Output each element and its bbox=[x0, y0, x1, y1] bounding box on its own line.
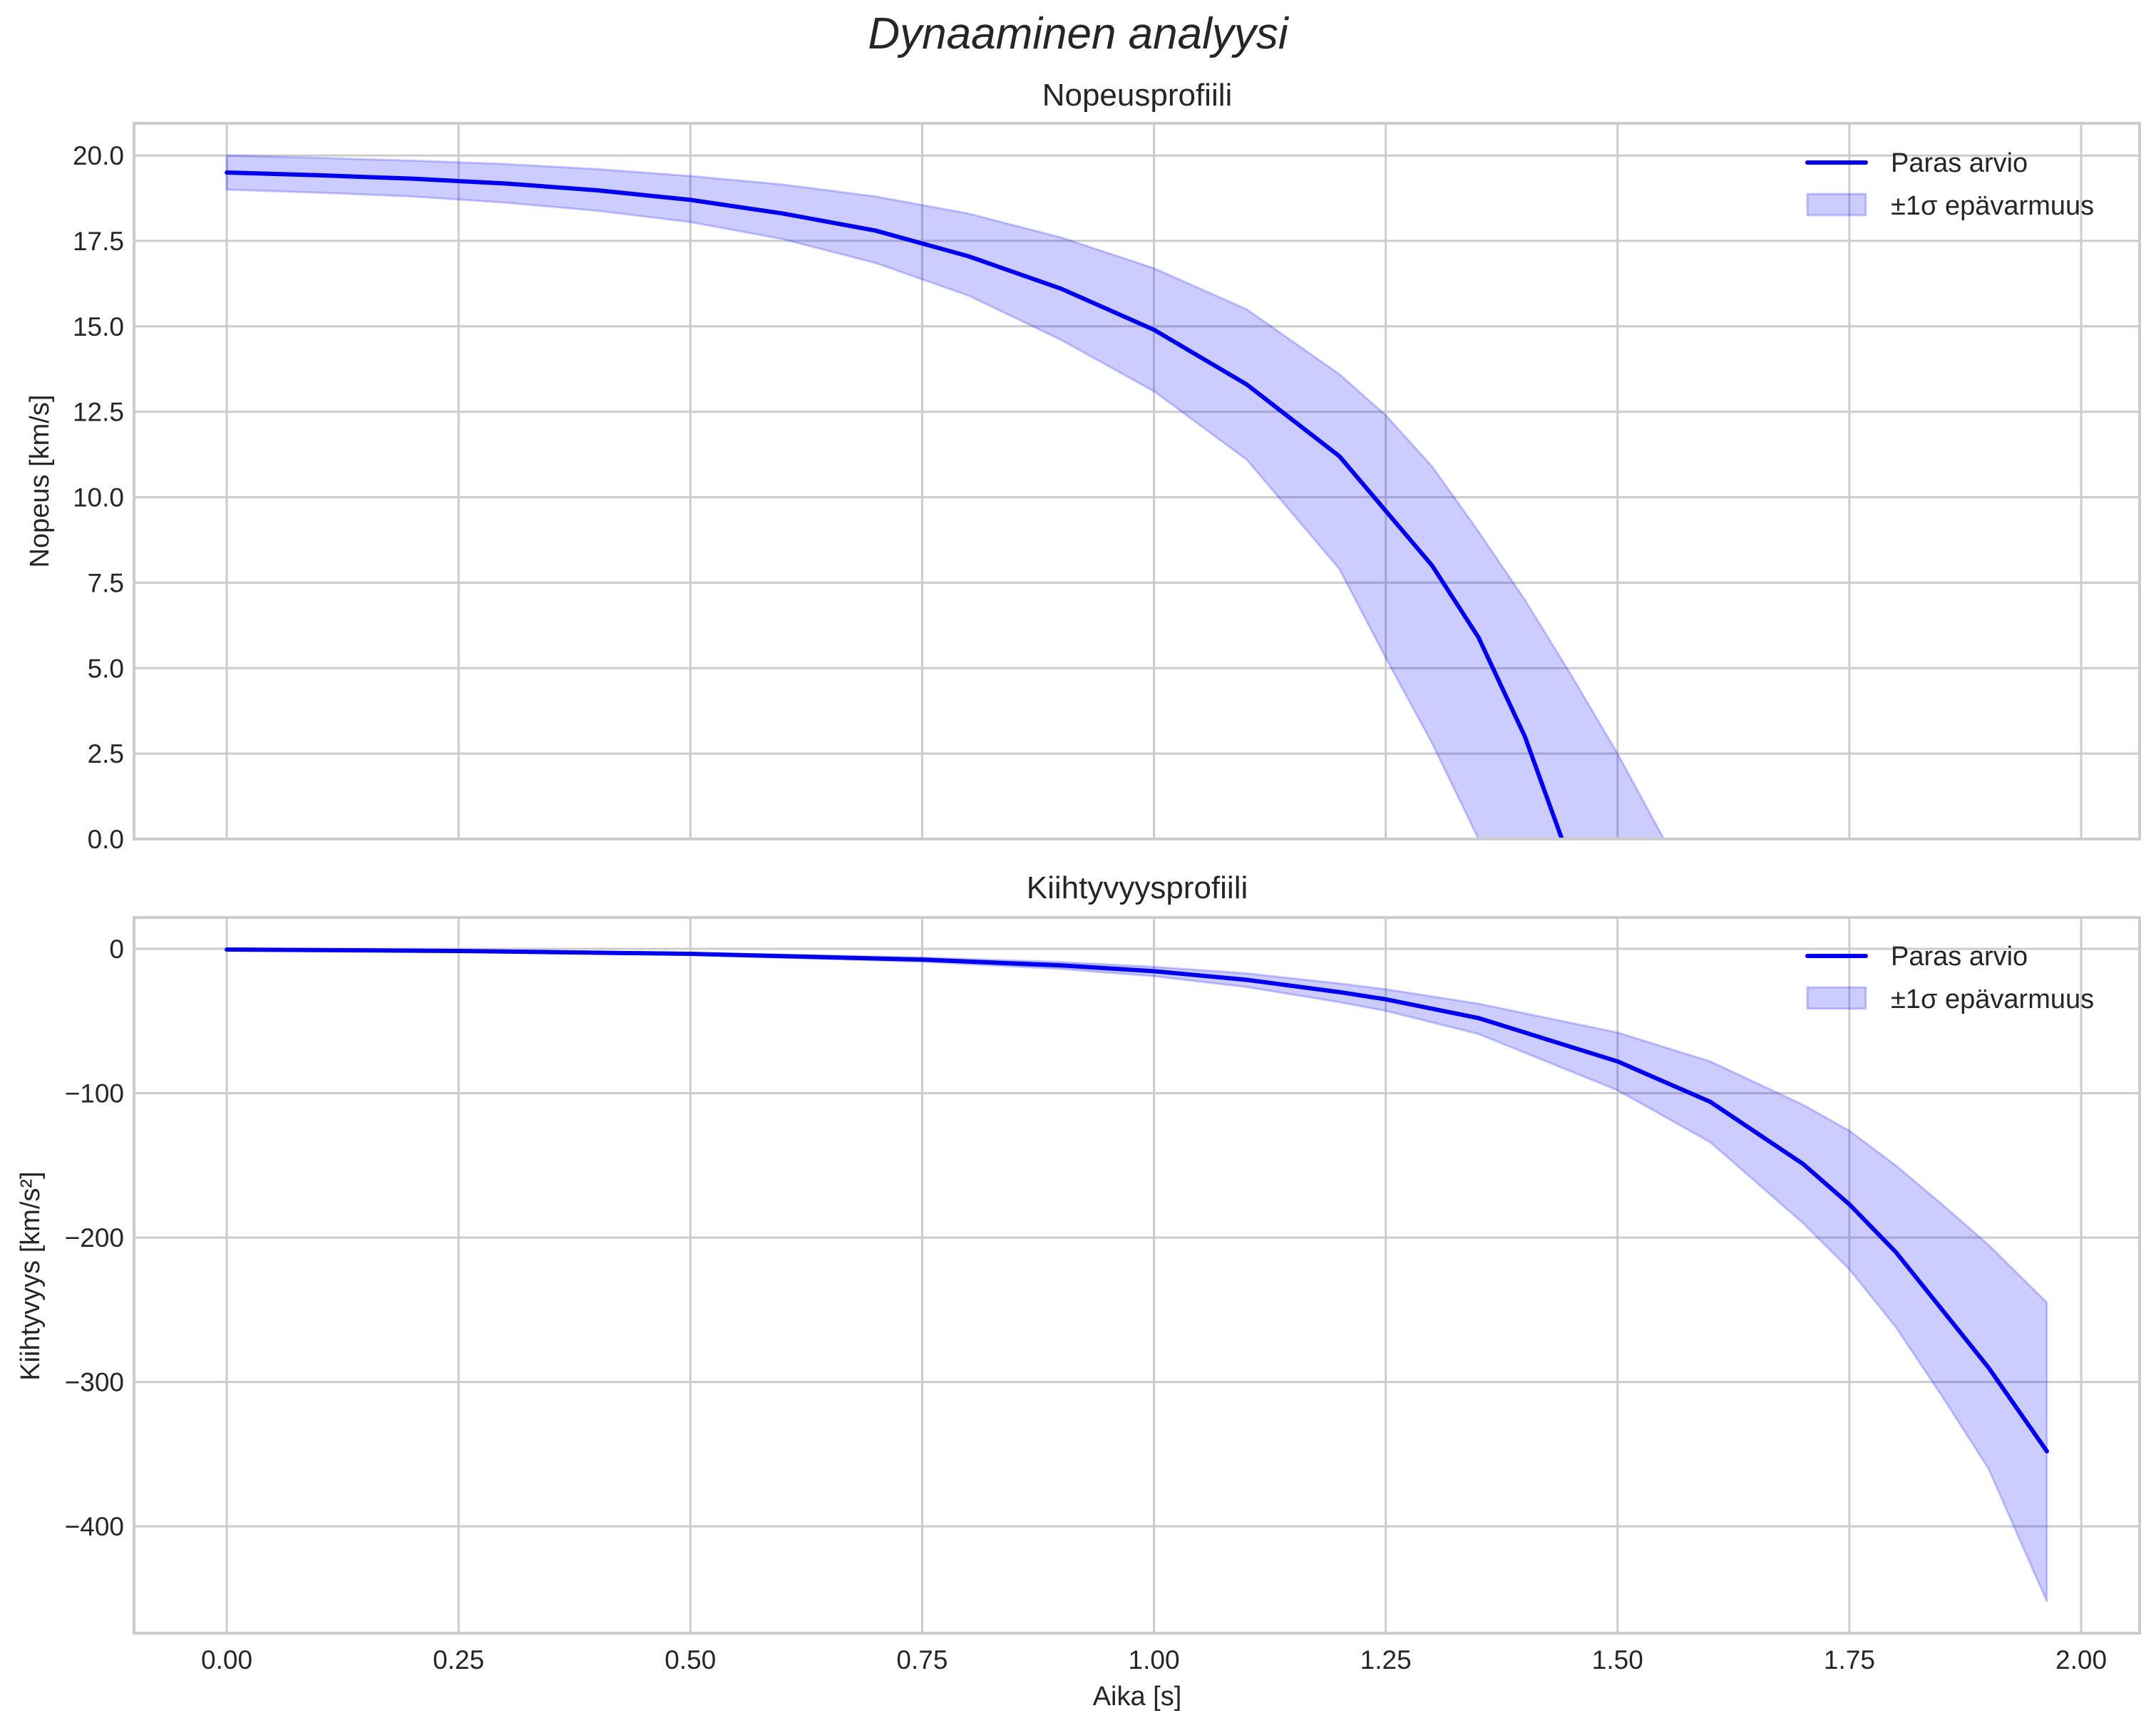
y-tick-label: 15.0 bbox=[73, 312, 124, 341]
acceleration-subplot-title: Kiihtyvyysprofiili bbox=[1027, 870, 1248, 905]
acceleration-uncertainty-band bbox=[225, 948, 2048, 1603]
acceleration-best-estimate-line bbox=[225, 947, 2049, 1454]
legend-line-label: Paras arvio bbox=[1891, 148, 2028, 178]
acceleration-subplot: Kiihtyvyysprofiili −400 −300 −200 −100 0 0.0… bbox=[16, 870, 2141, 1712]
uncertainty-band-area bbox=[225, 948, 2048, 1603]
y-tick-label: 2.5 bbox=[88, 739, 124, 768]
best-estimate-path bbox=[225, 947, 2049, 1454]
velocity-y-tick-labels: 0.0 2.5 5.0 7.5 10.0 12.5 15.0 17.5 20.0 bbox=[73, 141, 124, 854]
acceleration-y-tick-labels: −400 −300 −200 −100 0 bbox=[65, 935, 124, 1541]
y-tick-label: −200 bbox=[65, 1223, 124, 1253]
legend-band-swatch bbox=[1806, 192, 1867, 217]
x-tick-label: 1.75 bbox=[1824, 1645, 1875, 1675]
y-tick-label: 17.5 bbox=[73, 227, 124, 256]
legend-band-swatch bbox=[1806, 986, 1867, 1010]
x-tick-label: 0.75 bbox=[896, 1645, 948, 1675]
y-tick-label: 10.0 bbox=[73, 483, 124, 513]
acceleration-grid bbox=[134, 917, 2140, 1633]
y-tick-label: 20.0 bbox=[73, 141, 124, 170]
x-tick-label: 0.00 bbox=[201, 1645, 252, 1675]
y-tick-label: 5.0 bbox=[88, 654, 124, 683]
y-tick-label: −100 bbox=[65, 1079, 124, 1108]
velocity-axes-frame bbox=[133, 122, 2141, 840]
legend-line-label: Paras arvio bbox=[1891, 942, 2028, 972]
x-tick-label: 0.50 bbox=[664, 1645, 716, 1675]
legend-band-label: ±1σ epävarmuus bbox=[1891, 191, 2094, 221]
velocity-y-axis-label: Nopeus [km/s] bbox=[25, 395, 55, 568]
acceleration-legend: Paras arvio ±1σ epävarmuus bbox=[1805, 942, 2094, 1014]
y-tick-label: 0 bbox=[109, 935, 124, 964]
velocity-best-estimate-line bbox=[225, 170, 1564, 839]
y-tick-label: 12.5 bbox=[73, 398, 124, 427]
x-tick-label: 1.50 bbox=[1592, 1645, 1643, 1675]
velocity-grid bbox=[134, 123, 2140, 840]
legend-band-label: ±1σ epävarmuus bbox=[1891, 984, 2094, 1014]
best-estimate-path bbox=[225, 170, 1564, 839]
x-tick-label: 1.25 bbox=[1360, 1645, 1412, 1675]
y-tick-label: 7.5 bbox=[88, 568, 124, 597]
velocity-legend: Paras arvio ±1σ epävarmuus bbox=[1805, 148, 2094, 221]
y-tick-label: 0.0 bbox=[88, 825, 124, 854]
x-tick-label: 2.00 bbox=[2055, 1645, 2107, 1675]
acceleration-axes-frame bbox=[133, 916, 2141, 1635]
figure-title: Dynaaminen analyysi bbox=[868, 9, 1290, 58]
velocity-subplot: Nopeusprofiili 0.0 2.5 5.0 7.5 10.0 12.5 15.0 1… bbox=[25, 78, 2141, 854]
velocity-subplot-title: Nopeusprofiili bbox=[1042, 78, 1233, 113]
x-tick-labels: 0.00 0.25 0.50 0.75 1.00 1.25 1.50 1.75 2.00 bbox=[201, 1645, 2107, 1675]
acceleration-y-axis-label: Kiihtyvyys [km/s²] bbox=[16, 1171, 46, 1380]
y-tick-label: −400 bbox=[65, 1512, 124, 1541]
y-tick-label: −300 bbox=[65, 1368, 124, 1397]
x-tick-label: 0.25 bbox=[433, 1645, 484, 1675]
x-tick-label: 1.00 bbox=[1129, 1645, 1180, 1675]
x-axis-label: Aika [s] bbox=[1093, 1682, 1182, 1712]
